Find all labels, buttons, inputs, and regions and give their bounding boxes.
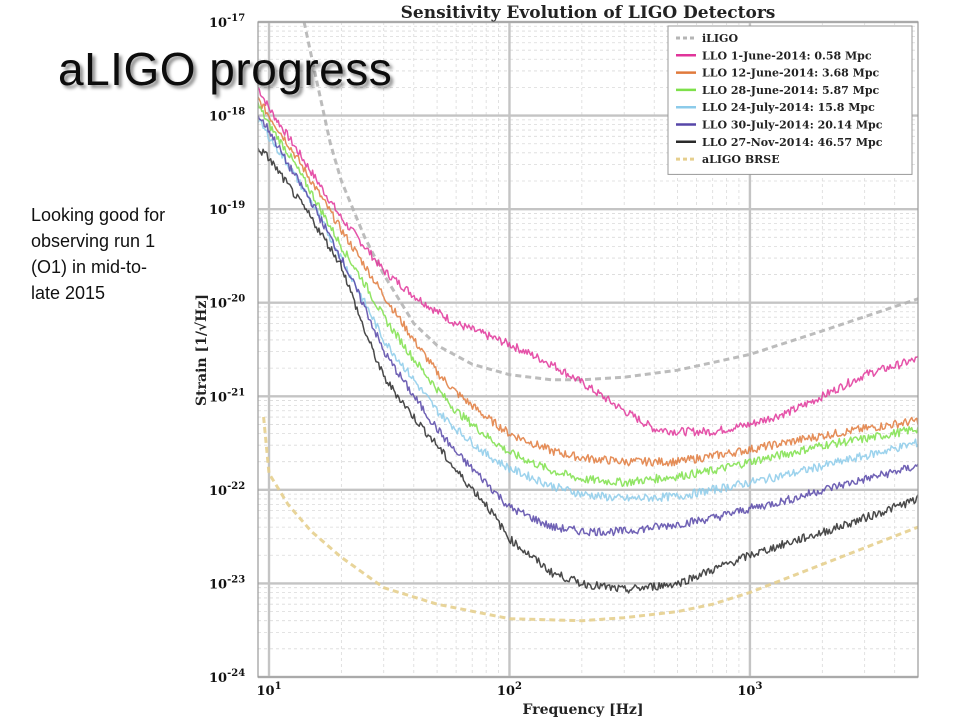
y-tick-exponent: -19: [227, 200, 245, 211]
y-tick-exponent: -22: [227, 481, 245, 492]
chart-title: Sensitivity Evolution of LIGO Detectors: [401, 3, 776, 23]
series-layer: [258, 22, 918, 623]
legend: iLIGO LLO 1-June-2014: 0.58 Mpc LLO 12-Jun…: [667, 25, 913, 175]
legend-entry: LLO 12-June-2014: 3.68 Mpc: [702, 67, 880, 80]
x-tick-exponent: 3: [755, 681, 762, 692]
y-tick-exponent: -21: [227, 387, 245, 398]
y-tick-label: 10-18: [209, 107, 245, 125]
legend-box: [667, 25, 913, 175]
series-line: [258, 118, 918, 502]
slide-title: aLIGO progress: [58, 43, 393, 95]
slide-note: Looking good for observing run 1 (O1) in…: [31, 205, 166, 303]
series-line: [258, 96, 918, 467]
series-line: [302, 22, 918, 382]
x-tick-exponent: 1: [275, 681, 282, 692]
y-tick-label: 10-24: [209, 668, 245, 686]
x-axis-label: Frequency [Hz]: [523, 702, 644, 718]
plot-frame: [257, 21, 919, 678]
legend-entry: LLO 1-June-2014: 0.58 Mpc: [702, 49, 872, 62]
legend-entry: LLO 28-June-2014: 5.87 Mpc: [702, 84, 880, 97]
legend-entry: iLIGO: [702, 32, 738, 45]
x-tick-label: 101: [256, 681, 281, 699]
series-line: [258, 147, 918, 594]
series-line: [258, 115, 918, 537]
series-line: [258, 87, 918, 437]
y-tick-exponent: -18: [227, 107, 245, 118]
y-tick-exponent: -24: [227, 668, 245, 679]
y-tick-exponent: -17: [227, 13, 245, 24]
y-tick-exponent: -23: [227, 574, 245, 585]
y-tick-label: 10-19: [209, 200, 245, 218]
y-tick-label: 10-22: [209, 481, 245, 499]
legend-entry: LLO 24-July-2014: 15.8 Mpc: [702, 101, 875, 114]
legend-entry: aLIGO BRSE: [702, 153, 780, 166]
y-tick-label: 10-21: [209, 387, 245, 405]
y-tick-exponent: -20: [227, 294, 245, 305]
series-line: [262, 416, 918, 623]
x-tick-label: 102: [497, 681, 522, 699]
series-line: [258, 102, 918, 488]
y-tick-label: 10-20: [209, 294, 245, 312]
x-tick-exponent: 2: [515, 681, 522, 692]
minor-grid: [257, 22, 919, 677]
legend-entry: LLO 30-July-2014: 20.14 Mpc: [702, 119, 883, 132]
y-tick-label: 10-23: [209, 574, 245, 592]
legend-entry: LLO 27-Nov-2014: 46.57 Mpc: [702, 136, 883, 149]
y-tick-label: 10-17: [209, 13, 245, 31]
y-axis-label: Strain [1/√Hz]: [194, 294, 210, 406]
x-tick-label: 103: [737, 681, 762, 699]
